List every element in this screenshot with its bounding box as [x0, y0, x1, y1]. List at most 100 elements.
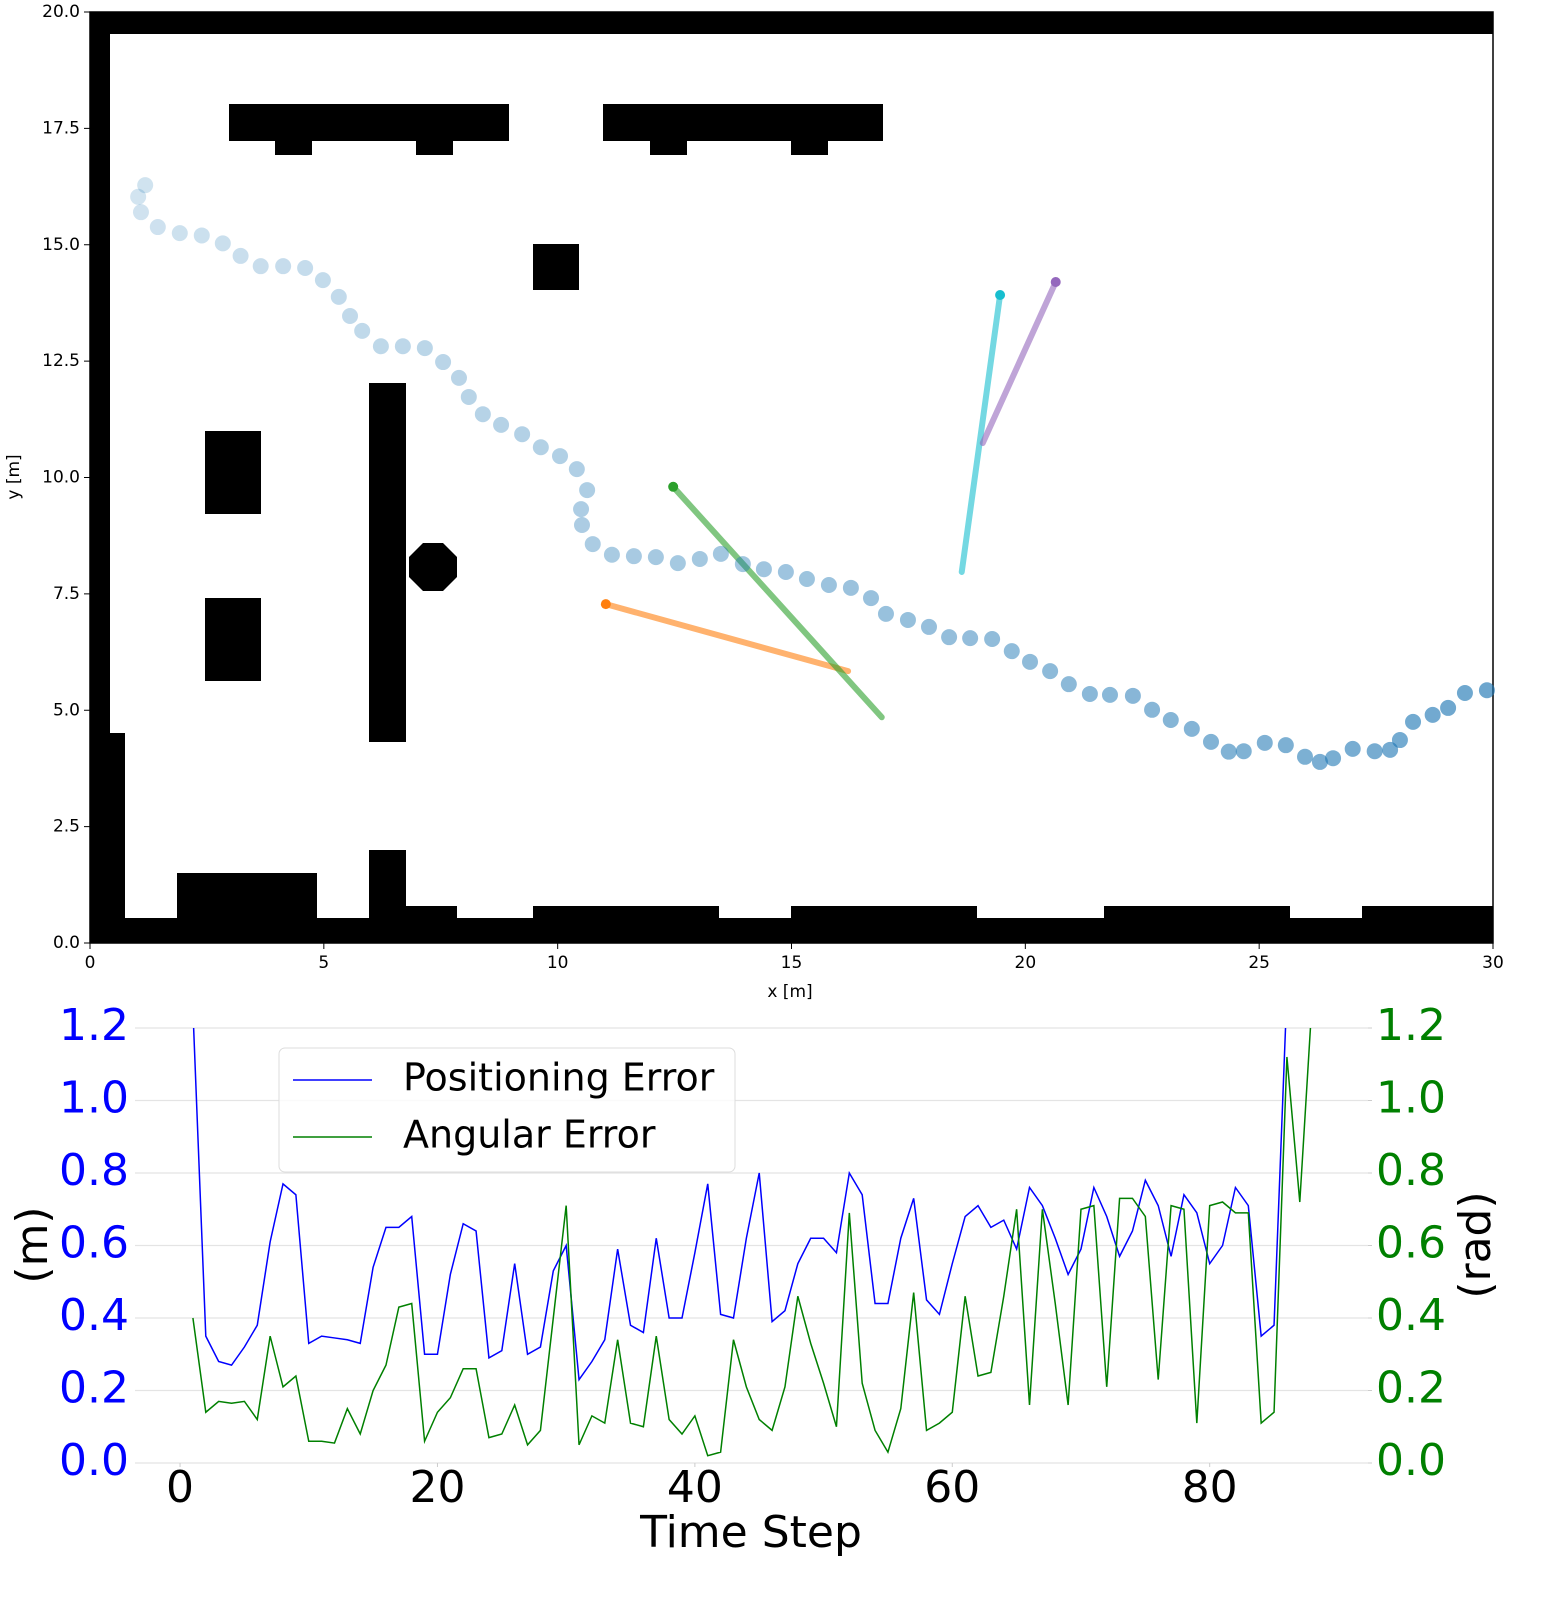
trajectory-start	[1050, 276, 1061, 287]
path-point	[1256, 734, 1273, 751]
y-axis-label: (m)	[7, 1206, 58, 1283]
x-tick-label: 80	[1182, 1462, 1238, 1513]
path-point	[1456, 685, 1473, 702]
y-tick-label: 1.2	[59, 1000, 129, 1051]
x-tick-label: 0	[85, 953, 96, 973]
path-point	[1277, 737, 1294, 754]
path-point	[252, 258, 269, 275]
path-point	[820, 577, 837, 594]
legend-label: Positioning Error	[403, 1056, 715, 1100]
y-tick-label: 10.0	[42, 468, 80, 488]
path-point	[193, 227, 210, 244]
path-point	[798, 570, 815, 587]
y-tick-label: 2.5	[53, 817, 80, 837]
path-point	[1478, 682, 1495, 699]
path-point	[603, 546, 620, 563]
path-point	[755, 561, 772, 578]
y-tick-label: 7.5	[53, 584, 80, 604]
y-tick-label: 0.2	[59, 1363, 129, 1414]
x-tick-label: 20	[1015, 953, 1037, 973]
path-point	[514, 426, 531, 443]
path-point	[579, 482, 596, 499]
x-tick-label: 15	[781, 953, 803, 973]
path-point	[712, 545, 729, 562]
path-point	[372, 338, 389, 355]
path-point	[1202, 733, 1219, 750]
path-point	[1124, 687, 1141, 704]
path-point	[1405, 713, 1422, 730]
path-point	[842, 579, 859, 596]
y2-tick-label: 0.6	[1376, 1218, 1446, 1269]
path-point	[984, 631, 1001, 648]
path-point	[1391, 732, 1408, 749]
path-point	[1162, 712, 1179, 729]
path-point	[552, 448, 569, 465]
series-line	[192, 1028, 1287, 1382]
path-point	[1382, 741, 1399, 758]
y-tick-label: 5.0	[53, 700, 80, 720]
path-point	[297, 260, 314, 277]
x-tick-label: 5	[318, 953, 329, 973]
path-point	[1235, 743, 1252, 760]
y2-tick-label: 1.2	[1376, 1000, 1446, 1051]
path-point	[647, 549, 664, 566]
y-tick-label: 1.0	[59, 1073, 129, 1124]
path-point	[214, 235, 231, 252]
trajectory-line	[958, 292, 1004, 575]
trajectory-line	[602, 601, 852, 675]
y-tick-label: 0.0	[59, 1435, 129, 1486]
path-point	[532, 439, 549, 456]
path-point	[777, 563, 794, 580]
x-tick-label: 10	[547, 953, 569, 973]
y-tick-label: 17.5	[42, 118, 80, 138]
y-tick-label: 0.0	[53, 933, 80, 953]
path-point	[669, 555, 686, 572]
path-point	[584, 536, 601, 553]
x-axis-label: Time Step	[639, 1507, 862, 1558]
trajectory-start	[668, 481, 679, 492]
y2-tick-label: 1.0	[1376, 1073, 1446, 1124]
trajectory-start	[600, 599, 611, 610]
y2-tick-label: 0.8	[1376, 1145, 1446, 1196]
path-point	[625, 548, 642, 565]
x-tick-label: 0	[166, 1462, 194, 1513]
path-point	[137, 177, 154, 194]
path-point	[573, 501, 590, 518]
path-point	[568, 461, 585, 478]
x-tick-label: 20	[409, 1462, 465, 1513]
y-tick-label: 15.0	[42, 235, 80, 255]
path-point	[314, 272, 331, 289]
series-line	[192, 1028, 1312, 1457]
path-point	[132, 204, 149, 221]
y2-tick-label: 0.4	[1376, 1290, 1446, 1341]
path-point	[330, 288, 347, 305]
y2-axis-label: (rad)	[1450, 1191, 1501, 1298]
path-point	[493, 416, 510, 433]
path-point	[460, 388, 477, 405]
path-point	[691, 550, 708, 567]
plot-area	[192, 1028, 1312, 1457]
path-point	[877, 605, 894, 622]
path-point	[1344, 740, 1361, 757]
y2-tick-label: 0.0	[1376, 1435, 1446, 1486]
path-point	[962, 630, 979, 647]
x-tick-label: 60	[924, 1462, 980, 1513]
y-tick-label: 0.6	[59, 1218, 129, 1269]
path-point	[1424, 706, 1441, 723]
path-point	[899, 611, 916, 628]
path-point	[354, 322, 371, 339]
path-point	[1220, 743, 1237, 760]
path-point	[1183, 720, 1200, 737]
path-point	[1296, 748, 1313, 765]
trajectory-start	[995, 290, 1006, 301]
x-tick-label: 30	[1482, 953, 1504, 973]
path-point	[1003, 643, 1020, 660]
path-point	[863, 590, 880, 607]
trajectory-line	[979, 278, 1059, 447]
path-point	[416, 340, 433, 357]
path-point	[920, 618, 937, 635]
path-point	[1042, 663, 1059, 680]
legend-box	[278, 1047, 736, 1173]
path-point	[1060, 676, 1077, 693]
